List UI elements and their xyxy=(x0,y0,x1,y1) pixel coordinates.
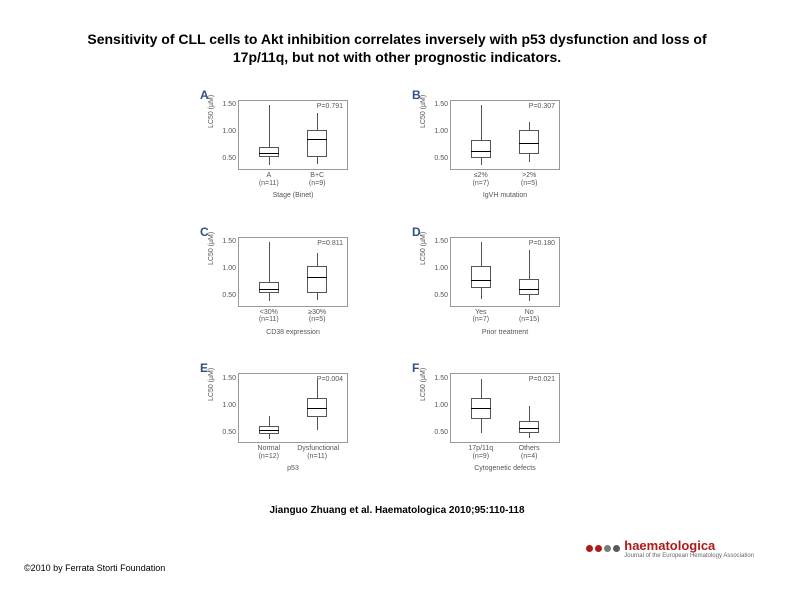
boxplot-panel: E P=0.004 LC50 (µM)1.50 1.00 0.50 Normal(n=12… xyxy=(200,361,370,486)
y-axis-label: LC50 (µM) xyxy=(420,368,427,401)
y-axis-label: LC50 (µM) xyxy=(208,95,215,128)
x-axis-label: p53 xyxy=(238,465,348,494)
box xyxy=(307,130,327,157)
y-tick-label: 0.50 xyxy=(424,292,448,299)
median-line xyxy=(307,277,327,278)
x-tick-label: Normal(n=12) xyxy=(249,445,289,460)
plot-area: P=0.307 xyxy=(450,100,560,170)
box xyxy=(519,421,539,433)
x-tick-label: ≤2%(n=7) xyxy=(461,172,501,187)
y-tick-label: 1.00 xyxy=(424,265,448,272)
box xyxy=(259,282,279,293)
boxplot-panel: BP=0.307LC50 (µM)1.501.000.50≤2%(n=7)>2%… xyxy=(412,88,582,213)
median-line xyxy=(259,430,279,431)
boxplot-panel: AP=0.791LC50 (µM)1.501.000.50A(n=11)B+C(… xyxy=(200,88,370,213)
x-axis-label: CD38 expression xyxy=(238,329,348,358)
y-tick-label: 0.50 xyxy=(424,429,448,436)
x-tick-label: A(n=11) xyxy=(249,172,289,187)
median-line xyxy=(471,280,491,281)
boxplot-panel: DP=0.180LC50 (µM)1.501.000.50Yes(n=7)No(… xyxy=(412,225,582,350)
logo-subtitle: Journal of the European Hematology Assoc… xyxy=(624,553,754,559)
p-value-label: P=0.811 xyxy=(317,240,343,247)
x-tick-label: Dysfunctional(n=11) xyxy=(297,445,337,460)
y-tick-label: 0.50 xyxy=(424,155,448,162)
logo-dot xyxy=(613,545,620,552)
title-line-2: 17p/11q, but not with other prognostic i… xyxy=(233,49,561,65)
copyright-text: ©2010 by Ferrata Storti Foundation xyxy=(24,563,165,573)
median-line xyxy=(307,408,327,409)
y-axis-label: LC50 (µM) xyxy=(420,95,427,128)
p-value-label: P=0.307 xyxy=(529,103,555,110)
x-axis-label: Cytogenetic defects xyxy=(450,465,560,494)
logo-dot xyxy=(604,545,611,552)
logo-text-wrap: haematologica Journal of the European He… xyxy=(624,538,754,559)
p-value-label: P=0.004 xyxy=(317,376,343,383)
page-title: Sensitivity of CLL cells to Akt inhibiti… xyxy=(36,30,758,66)
plot-area: P=0.004 xyxy=(238,373,348,443)
boxplot-panel: F P=0.021 LC50 (µM)1.50 1.00 0.50 17p/11q(n=9… xyxy=(412,361,582,486)
x-tick-label: No(n=15) xyxy=(509,309,549,324)
logo-dot xyxy=(595,545,602,552)
y-axis-label: LC50 (µM) xyxy=(208,231,215,264)
title-line-1: Sensitivity of CLL cells to Akt inhibiti… xyxy=(87,31,706,47)
y-tick-label: 1.00 xyxy=(212,402,236,409)
median-line xyxy=(259,289,279,290)
p-value-label: P=0.180 xyxy=(529,240,555,247)
citation-text: Jianguo Zhuang et al. Haematologica 2010… xyxy=(0,505,794,516)
logo-dot xyxy=(586,545,593,552)
box xyxy=(519,130,539,154)
y-axis-label: LC50 (µM) xyxy=(208,368,215,401)
y-tick-label: 1.50 xyxy=(212,101,236,108)
y-tick-label: 1.50 xyxy=(424,238,448,245)
y-tick-label: 0.50 xyxy=(212,155,236,162)
journal-logo: haematologica Journal of the European He… xyxy=(586,538,754,559)
median-line xyxy=(259,153,279,154)
figure-grid: AP=0.791LC50 (µM)1.501.000.50A(n=11)B+C(… xyxy=(200,88,594,488)
x-tick-label: Yes(n=7) xyxy=(461,309,501,324)
x-axis-label: Prior treatment xyxy=(450,329,560,358)
x-axis-label: Stage (Binet) xyxy=(238,192,348,221)
p-value-label: P=0.791 xyxy=(317,103,343,110)
median-line xyxy=(307,139,327,140)
p-value-label: P=0.021 xyxy=(529,376,555,383)
logo-wordmark: haematologica xyxy=(624,538,754,553)
box xyxy=(471,140,491,158)
plot-area: P=0.791 xyxy=(238,100,348,170)
plot-area: P=0.021 xyxy=(450,373,560,443)
y-tick-label: 0.50 xyxy=(212,292,236,299)
median-line xyxy=(519,143,539,144)
y-tick-label: 1.00 xyxy=(212,265,236,272)
y-axis-label: LC50 (µM) xyxy=(420,231,427,264)
y-tick-label: 1.50 xyxy=(212,375,236,382)
box xyxy=(471,266,491,288)
x-tick-label: B+C(n=9) xyxy=(297,172,337,187)
x-axis-label: IgVH mutation xyxy=(450,192,560,221)
median-line xyxy=(519,428,539,429)
median-line xyxy=(471,151,491,152)
logo-dots xyxy=(586,545,620,552)
boxplot-panel: CP=0.811LC50 (µM)1.501.000.50<30%(n=11)≥… xyxy=(200,225,370,350)
box xyxy=(307,266,327,293)
x-tick-label: >2%(n=5) xyxy=(509,172,549,187)
median-line xyxy=(519,289,539,290)
y-tick-label: 1.50 xyxy=(424,101,448,108)
y-tick-label: 1.00 xyxy=(424,402,448,409)
plot-area: P=0.811 xyxy=(238,237,348,307)
panel-label: E xyxy=(200,361,208,375)
x-tick-label: 17p/11q(n=9) xyxy=(461,445,501,460)
y-tick-label: 1.00 xyxy=(424,128,448,135)
y-tick-label: 1.50 xyxy=(212,238,236,245)
y-tick-label: 0.50 xyxy=(212,429,236,436)
panel-label: F xyxy=(412,361,419,375)
x-tick-label: <30%(n=11) xyxy=(249,309,289,324)
x-tick-label: Others(n=4) xyxy=(509,445,549,460)
y-tick-label: 1.50 xyxy=(424,375,448,382)
plot-area: P=0.180 xyxy=(450,237,560,307)
y-tick-label: 1.00 xyxy=(212,128,236,135)
box xyxy=(519,279,539,295)
median-line xyxy=(471,408,491,409)
x-tick-label: ≥30%(n=5) xyxy=(297,309,337,324)
